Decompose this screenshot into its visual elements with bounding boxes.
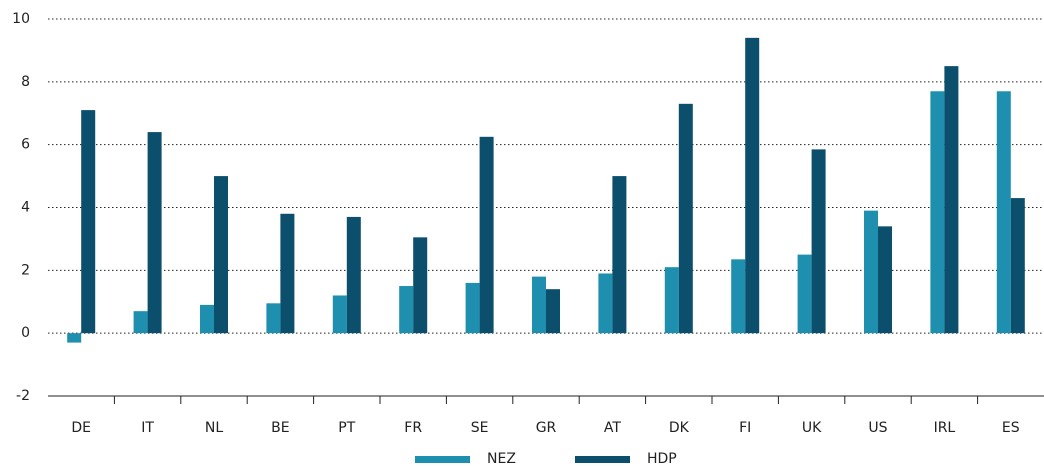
bar	[546, 289, 560, 334]
x-tick-label: BE	[271, 420, 289, 436]
bar	[678, 103, 693, 334]
x-tick-label: FR	[404, 420, 422, 436]
bar	[930, 91, 945, 334]
bar	[878, 226, 892, 334]
bar	[133, 311, 148, 334]
x-tick-label: DK	[669, 420, 690, 436]
x-tick-label: IRL	[934, 420, 956, 436]
x-tick-label: GR	[536, 420, 557, 436]
x-tick-label: DE	[71, 420, 91, 436]
x-tick-label: UK	[802, 420, 822, 436]
x-tick-label: US	[868, 420, 887, 436]
bar	[399, 286, 414, 334]
bar	[811, 149, 826, 334]
bar	[996, 91, 1011, 334]
bar	[413, 237, 428, 334]
legend-label: NEZ	[487, 451, 516, 466]
bar	[731, 259, 746, 334]
x-tick-label: NL	[205, 420, 223, 436]
bar	[214, 176, 228, 334]
bar	[266, 303, 281, 334]
bar	[1010, 198, 1025, 334]
y-tick-label: 6	[21, 137, 30, 153]
bar	[944, 66, 959, 334]
bar	[67, 333, 82, 343]
y-tick-label: -2	[16, 388, 30, 404]
bar	[147, 132, 162, 334]
bar	[465, 282, 480, 334]
y-tick-label: 4	[21, 200, 30, 216]
legend-label: HDP	[647, 451, 677, 466]
bar	[332, 295, 347, 334]
x-tick-label: FI	[739, 420, 751, 436]
x-tick-label: SE	[471, 420, 489, 436]
bar	[598, 273, 613, 334]
x-tick-label: PT	[338, 420, 355, 436]
bar	[200, 304, 214, 334]
bar	[81, 110, 96, 334]
y-tick-label: 10	[12, 11, 30, 27]
bar	[664, 267, 679, 334]
bar	[797, 254, 812, 334]
bar	[479, 136, 494, 334]
legend-swatch	[415, 456, 470, 463]
x-tick-label: AT	[604, 420, 621, 436]
legend-swatch	[575, 456, 630, 463]
bar	[280, 213, 295, 334]
x-tick-label: IT	[141, 420, 154, 436]
bar	[532, 276, 546, 334]
bar	[346, 216, 361, 334]
bar	[745, 37, 760, 334]
y-tick-label: 2	[21, 262, 30, 278]
bar	[864, 210, 878, 334]
bar	[612, 176, 627, 334]
y-tick-label: 8	[21, 74, 30, 90]
y-tick-label: 0	[21, 325, 30, 341]
x-tick-label: ES	[1002, 420, 1020, 436]
